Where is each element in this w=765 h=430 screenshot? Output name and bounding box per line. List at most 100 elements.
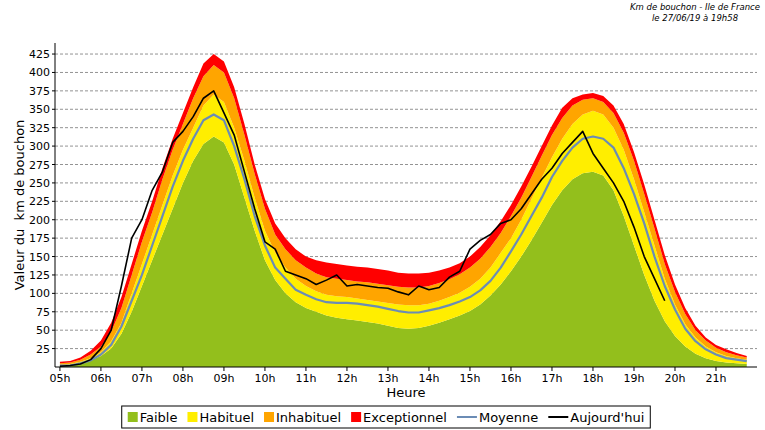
y-tick [52, 146, 55, 147]
plot-area [60, 54, 747, 367]
x-tick [59, 367, 60, 371]
legend-marker [457, 416, 477, 418]
x-tick [510, 367, 511, 371]
area-band [60, 95, 747, 366]
x-tick [674, 367, 675, 371]
y-tick-label: 275 [29, 159, 50, 172]
y-tick [52, 238, 55, 239]
x-tick [305, 367, 306, 371]
x-tick-label: 21h [706, 372, 727, 385]
x-tick [428, 367, 429, 371]
y-tick [52, 182, 55, 183]
y-tick-label: 300 [29, 140, 50, 153]
x-tick-label: 08h [172, 372, 193, 385]
y-tick-label: 25 [36, 343, 50, 356]
legend-marker [548, 416, 568, 418]
grid-line [55, 164, 757, 165]
y-tick [52, 219, 55, 220]
y-tick-label: 200 [29, 214, 50, 227]
x-tick [551, 367, 552, 371]
x-tick-label: 16h [500, 372, 521, 385]
y-tick-label: 350 [29, 103, 50, 116]
y-tick [52, 201, 55, 202]
x-tick [387, 367, 388, 371]
x-tick [182, 367, 183, 371]
legend-marker [351, 412, 361, 422]
y-tick-label: 75 [36, 306, 50, 319]
y-tick [52, 72, 55, 73]
grid-line [55, 54, 757, 55]
x-tick-label: 14h [418, 372, 439, 385]
legend-label: Aujourd'hui [570, 410, 644, 425]
y-tick-label: 400 [29, 66, 50, 79]
y-tick [52, 90, 55, 91]
y-tick [52, 127, 55, 128]
y-tick [52, 164, 55, 165]
y-tick-label: 225 [29, 195, 50, 208]
y-tick [52, 54, 55, 55]
x-tick [469, 367, 470, 371]
y-tick-label: 150 [29, 251, 50, 264]
y-tick [52, 311, 55, 312]
x-tick-label: 12h [336, 372, 357, 385]
grid-line [55, 127, 757, 128]
x-axis-line [55, 367, 757, 368]
legend-item: Habituel [187, 410, 254, 425]
y-tick-label: 50 [36, 324, 50, 337]
x-tick [223, 367, 224, 371]
y-tick-label: 100 [29, 287, 50, 300]
y-tick [52, 274, 55, 275]
legend-marker [128, 412, 138, 422]
background [0, 0, 765, 430]
y-tick-label: 125 [29, 269, 50, 282]
legend-box [122, 406, 651, 428]
x-tick-label: 20h [665, 372, 686, 385]
y-tick [52, 348, 55, 349]
legend-label: Exceptionnel [363, 410, 447, 425]
x-tick [264, 367, 265, 371]
x-tick-label: 15h [459, 372, 480, 385]
y-tick-label: 375 [29, 85, 50, 98]
x-tick-label: 07h [131, 372, 152, 385]
y-tick [52, 256, 55, 257]
axes: 25 50 75 100 125 150 175 200 225 250 275 300 325 350 3… [29, 43, 757, 385]
x-tick [346, 367, 347, 371]
x-tick-label: 17h [541, 372, 562, 385]
subtitle: le 27/06/19 à 19h58 [652, 13, 739, 23]
grid-line [55, 146, 757, 147]
x-tick-label: 10h [254, 372, 275, 385]
x-tick-label: 05h [49, 372, 70, 385]
chart: Km de bouchon - Ile de Francele 27/06/19… [0, 0, 765, 430]
y-tick [52, 293, 55, 294]
y-tick-label: 325 [29, 122, 50, 135]
x-tick-label: 19h [624, 372, 645, 385]
x-tick-label: 18h [582, 372, 603, 385]
legend-label: Moyenne [479, 410, 538, 425]
y-tick-label: 425 [29, 48, 50, 61]
x-tick [633, 367, 634, 371]
grid-line [55, 90, 757, 91]
area-band [60, 54, 747, 363]
y-tick-label: 250 [29, 177, 50, 190]
line-series [60, 91, 665, 366]
x-tick-label: 06h [90, 372, 111, 385]
legend-item: Inhabituel [264, 410, 341, 425]
x-axis-title: Heure [386, 385, 425, 400]
legend-item: Faible [128, 410, 178, 425]
y-tick-label: 175 [29, 232, 50, 245]
x-tick [715, 367, 716, 371]
grid-line [55, 72, 757, 73]
area-band [60, 65, 747, 365]
title: Km de bouchon - Ile de France [630, 2, 760, 12]
grid-line [55, 109, 757, 110]
y-axis-line [55, 43, 56, 367]
legend-marker [187, 412, 197, 422]
x-tick [100, 367, 101, 371]
legend-label: Inhabituel [276, 410, 341, 425]
legend-item: Moyenne [457, 410, 538, 425]
x-tick-label: 13h [377, 372, 398, 385]
x-tick [141, 367, 142, 371]
legend-item: Exceptionnel [351, 410, 447, 425]
legend: Faible Habituel Inhabituel Exceptionnel Moye… [122, 406, 651, 428]
y-tick [52, 109, 55, 110]
